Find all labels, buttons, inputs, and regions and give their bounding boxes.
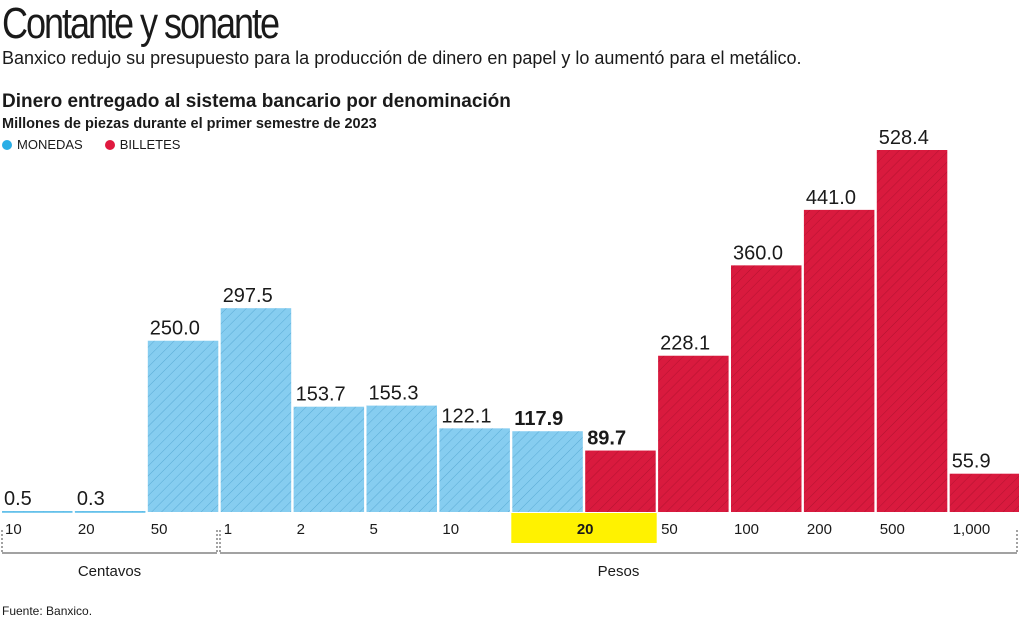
legend: MONEDAS BILLETES: [2, 137, 180, 152]
bar-billetes-11: [803, 209, 875, 513]
bar-billetes-9: [658, 355, 729, 512]
bar-billetes-13: [949, 473, 1019, 512]
category-label-12: 500: [880, 521, 905, 538]
value-label-9: 228.1: [660, 333, 710, 355]
highlight-layer: [511, 513, 657, 543]
category-label-0: 10: [5, 521, 22, 538]
main-title: Contante y sonante: [2, 0, 280, 48]
value-label-0: 0.5: [4, 488, 32, 510]
value-label-7: 117.9: [514, 408, 563, 430]
bar-monedas-6: [439, 428, 510, 512]
legend-dot-billetes: [104, 139, 115, 150]
value-label-10: 360.0: [733, 242, 783, 264]
highlight-box: [511, 513, 657, 543]
category-label-13: 1,000: [953, 521, 991, 538]
labels-layer: 0.5 0.3 250.0 297.5 153.7 155.3 122.1 117.9 89.7…: [4, 127, 991, 510]
bar-billetes-10: [731, 265, 802, 512]
bar-monedas-5: [366, 405, 437, 512]
legend-item-billetes: BILLETES: [104, 137, 181, 152]
legend-label-billetes: BILLETES: [119, 137, 181, 152]
value-label-12: 528.4: [879, 127, 929, 149]
category-label-9: 50: [661, 521, 678, 538]
category-label-11: 200: [807, 521, 832, 538]
legend-dot-monedas: [2, 139, 12, 150]
legend-label-monedas: MONEDAS: [17, 137, 83, 152]
value-label-1: 0.3: [77, 488, 105, 510]
value-label-8: 89.7: [587, 428, 626, 450]
group-label-pesos: Pesos: [598, 563, 640, 580]
source-note: Fuente: Banxico.: [2, 604, 93, 618]
category-label-6: 10: [442, 521, 459, 538]
category-label-5: 5: [370, 521, 378, 538]
value-label-4: 153.7: [296, 384, 346, 406]
legend-item-monedas: MONEDAS: [2, 137, 83, 152]
bar-monedas-3: [220, 308, 292, 512]
bar-monedas-7: [512, 431, 583, 512]
subtitle: Banxico redujo su presupuesto para la pr…: [2, 48, 802, 68]
category-label-4: 2: [297, 521, 305, 538]
category-label-2: 50: [151, 521, 168, 538]
bars-layer: [2, 150, 1019, 513]
value-label-5: 155.3: [369, 383, 419, 405]
bar-monedas-4: [293, 406, 365, 512]
value-label-3: 297.5: [223, 285, 273, 307]
group-label-centavos: Centavos: [78, 563, 141, 580]
value-label-13: 55.9: [952, 451, 991, 473]
bar-billetes-8: [585, 450, 656, 512]
chart-title: Dinero entregado al sistema bancario por…: [2, 91, 511, 112]
category-label-7: 20: [577, 521, 594, 538]
bar-chart: 0.5 0.3 250.0 297.5 153.7 155.3 122.1 117.9 89.7…: [1, 127, 1019, 580]
axis-layer: 10 20 50 1 2 5 10 20 50 100 200 500 1,000 Centavos Pes…: [1, 521, 1018, 580]
category-label-10: 100: [734, 521, 759, 538]
category-label-1: 20: [78, 521, 95, 538]
bar-monedas-2: [147, 340, 219, 512]
value-label-11: 441.0: [806, 187, 856, 209]
category-label-3: 1: [224, 521, 232, 538]
value-label-2: 250.0: [150, 318, 200, 340]
value-label-6: 122.1: [441, 405, 491, 427]
chart-subtitle: Millones de piezas durante el primer sem…: [2, 116, 377, 132]
bar-billetes-12: [876, 150, 948, 512]
